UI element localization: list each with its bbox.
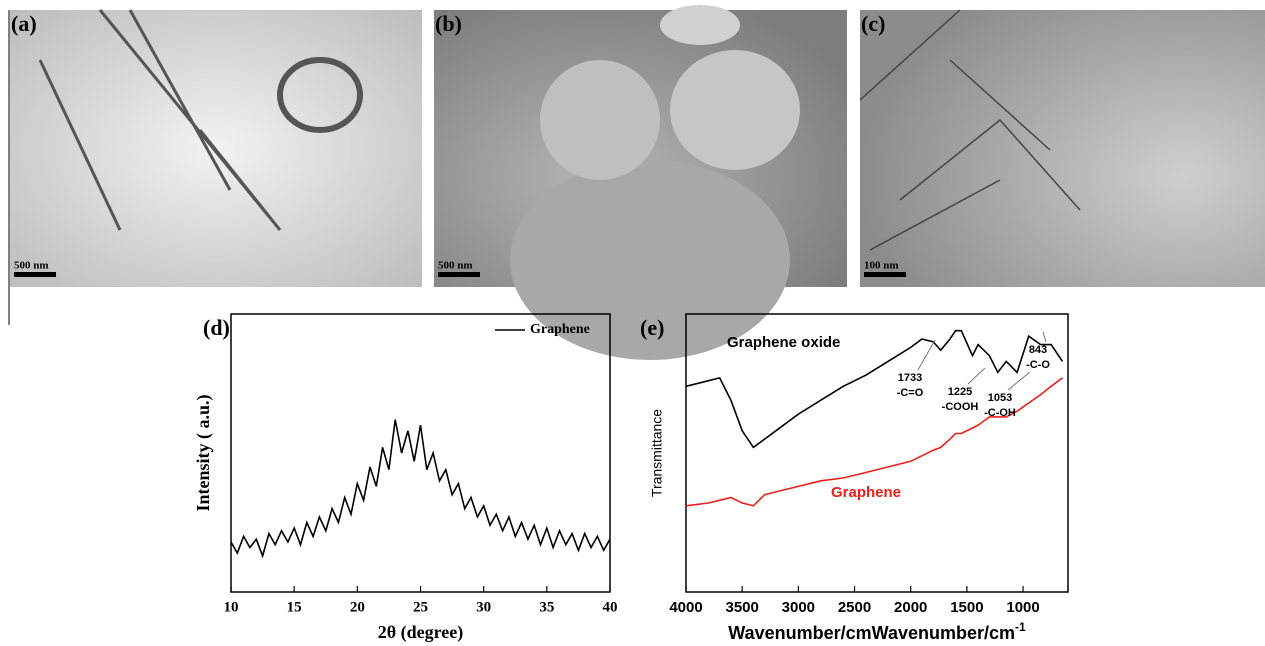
x-tick-label: 30 [476, 599, 491, 615]
panel-label: (a) [11, 11, 37, 36]
annotation-arrow [918, 340, 935, 370]
x-tick-label: 1500 [950, 599, 983, 616]
x-tick-label: 3000 [782, 599, 815, 616]
series-label: Graphene oxide [727, 334, 840, 351]
panel-label: (c) [861, 11, 885, 36]
annotation-arrow [968, 368, 985, 384]
data-line [231, 420, 610, 556]
x-tick-label: 15 [287, 599, 302, 615]
annotation-wavenumber: 1053 [988, 392, 1012, 404]
image-texture [540, 60, 660, 180]
x-tick-label: 4000 [669, 599, 702, 616]
plot-frame [231, 314, 610, 592]
scale-bar-label: 500 nm [14, 260, 49, 272]
image-texture [670, 50, 800, 170]
x-tick-label: 2000 [894, 599, 927, 616]
y-axis-label: Intensity ( a.u.) [193, 394, 214, 511]
legend-label: Graphene [530, 322, 590, 337]
page: (a) 500 nm (b) 500 nm (c) 100 nm (d) 10 15 20 25 30… [0, 0, 1265, 646]
annotation-wavenumber: 843 [1029, 344, 1047, 356]
x-tick-label: 3500 [725, 599, 758, 616]
scale-bar-label: 500 nm [438, 260, 473, 272]
annotation-group: -COOH [942, 401, 979, 413]
x-tick-label: 35 [539, 599, 554, 615]
annotation-arrow [1008, 372, 1030, 390]
annotation-group: -C-OH [984, 407, 1016, 419]
annotation-wavenumber: 1225 [948, 386, 972, 398]
tem-image [860, 10, 1265, 287]
annotation-wavenumber: 1733 [898, 372, 922, 384]
x-tick-label: 1000 [1006, 599, 1039, 616]
panel-label: (e) [640, 315, 664, 340]
scale-bar-label: 100 nm [864, 260, 899, 272]
annotation-group: -C=O [897, 387, 924, 399]
x-tick-label: 10 [224, 599, 239, 615]
x-axis-label: Wavenumber/cmWavenumber/cm-1 [728, 620, 1026, 643]
x-axis-label-main: Wavenumber/cm [872, 623, 1015, 643]
x-tick-label: 20 [350, 599, 365, 615]
scale-bar [864, 272, 906, 277]
series-label: Graphene [831, 484, 901, 501]
plot-frame [686, 314, 1068, 592]
x-tick-label: 25 [413, 599, 428, 615]
panel-label: (b) [435, 11, 462, 36]
image-texture [660, 5, 740, 45]
y-axis-label: Transmittance [649, 409, 665, 497]
scale-bar [438, 272, 480, 277]
x-axis-label: 2θ (degree) [378, 622, 464, 643]
x-tick-label: 40 [603, 599, 618, 615]
figure: (a) 500 nm (b) 500 nm (c) 100 nm (d) 10 15 20 25 30… [0, 0, 1265, 646]
annotation-group: -C-O [1026, 359, 1050, 371]
annotation-arrow [1043, 332, 1046, 342]
panel-label: (d) [203, 315, 230, 340]
scale-bar [14, 272, 56, 277]
x-tick-label: 2500 [838, 599, 871, 616]
x-axis-label-sup: -1 [1015, 620, 1026, 634]
